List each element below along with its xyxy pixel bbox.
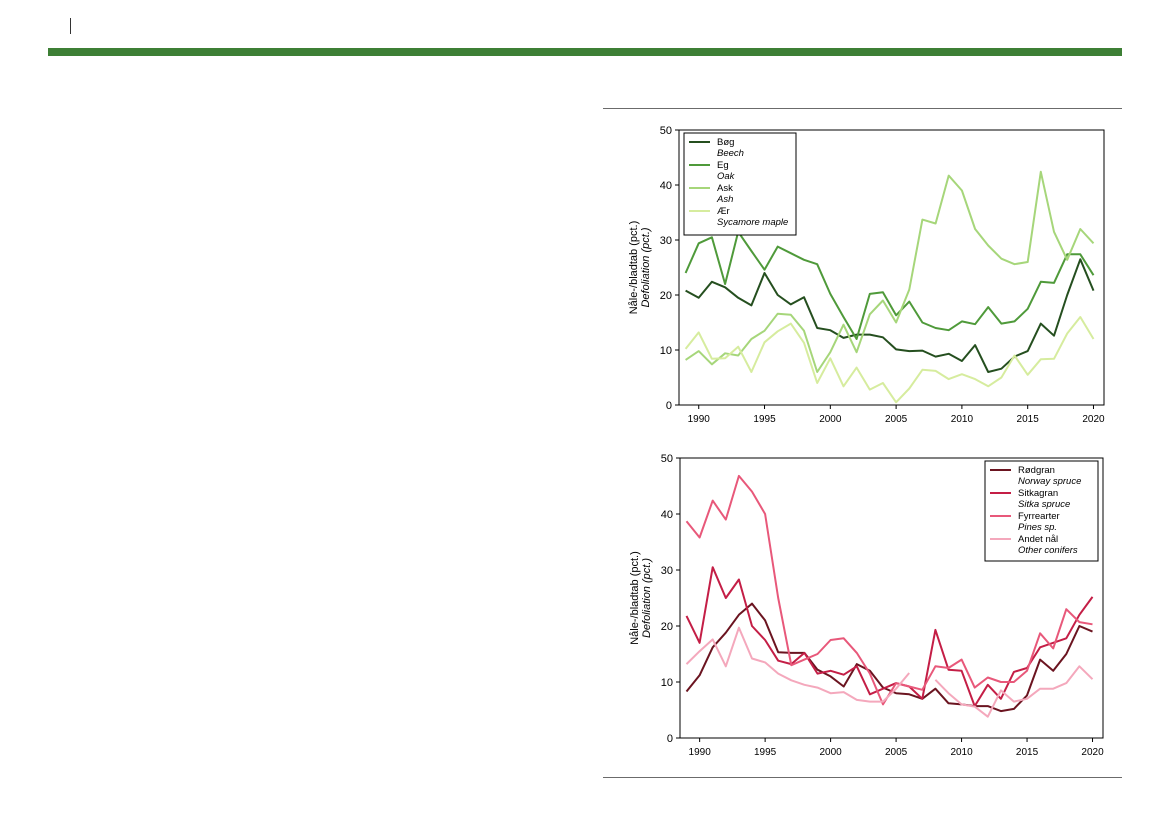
y-tick-label: 30 <box>660 235 672 247</box>
legend-label: Sitkagran <box>1018 488 1058 499</box>
y-tick-label: 50 <box>661 453 673 465</box>
y-tick-label: 20 <box>661 621 673 633</box>
y-tick-label: 0 <box>666 400 672 412</box>
x-tick-label: 2020 <box>1082 414 1105 425</box>
legend-label: Andet nål <box>1018 534 1058 545</box>
y-tick-label: 0 <box>667 733 673 745</box>
series-line-3 <box>685 170 1095 373</box>
series-line-2 <box>685 566 1094 708</box>
series-line-1 <box>685 602 1093 713</box>
y-tick-label: 50 <box>660 125 672 137</box>
legend-label-en: Sitka spruce <box>1018 499 1070 510</box>
legend-label: Eg <box>717 160 729 171</box>
legend-label-en: Oak <box>717 171 736 182</box>
series-line-4 <box>685 626 1094 718</box>
x-tick-label: 2010 <box>951 414 974 425</box>
series-line-4 <box>684 316 1095 404</box>
y-tick-label: 30 <box>661 565 673 577</box>
y-tick-label: 10 <box>660 345 672 357</box>
y-axis-label: Nåle-/bladtab (pct.) <box>628 221 640 315</box>
series-line-1 <box>685 258 1095 373</box>
legend-label: Fyrrearter <box>1018 511 1060 522</box>
x-tick-label: 1995 <box>753 414 776 425</box>
conifer-defoliation-chart: 0 10 20 30 40 50 1990 1995 2000 2005 2010 2015 2020 N… <box>629 453 1104 758</box>
legend-label-en: Ash <box>716 194 733 205</box>
legend-label-en: Pines sp. <box>1018 522 1057 533</box>
x-tick-label: 2005 <box>885 747 908 758</box>
header-bar <box>48 48 1122 56</box>
x-tick-label: 1990 <box>688 414 711 425</box>
legend-label-en: Norway spruce <box>1018 476 1081 487</box>
legend-label-en: Beech <box>717 148 744 159</box>
legend-label: Ask <box>717 183 733 194</box>
series-line-2 <box>684 230 1095 340</box>
legend-box <box>984 460 1099 562</box>
x-tick-label: 2015 <box>1016 747 1039 758</box>
legend-box <box>683 132 797 236</box>
y-axis-label-en: Defoliation (pct.) <box>640 227 652 307</box>
legend-label: Ær <box>717 206 730 217</box>
y-tick-label: 40 <box>661 509 673 521</box>
y-tick-label: 10 <box>661 677 673 689</box>
legend-label-en: Sycamore maple <box>717 217 788 228</box>
header-tick <box>70 18 71 34</box>
legend-label: Rødgran <box>1018 465 1055 476</box>
plot-frame <box>679 457 1104 739</box>
x-tick-label: 2000 <box>819 414 842 425</box>
x-tick-label: 1990 <box>689 747 712 758</box>
bottom-rule <box>603 777 1122 778</box>
y-tick-label: 40 <box>660 180 672 192</box>
y-axis-label: Nåle-/bladtab (pct.) <box>629 551 641 645</box>
x-tick-label: 2020 <box>1081 747 1104 758</box>
legend-label-en: Other conifers <box>1018 545 1078 556</box>
top-rule <box>603 108 1122 109</box>
x-tick-label: 2005 <box>885 414 908 425</box>
y-axis-label-en: Defoliation (pct.) <box>641 558 653 638</box>
x-tick-label: 1995 <box>754 747 777 758</box>
y-tick-label: 20 <box>660 290 672 302</box>
plot-frame <box>678 129 1105 406</box>
x-tick-label: 2010 <box>950 747 973 758</box>
x-tick-label: 2000 <box>819 747 842 758</box>
broadleaf-defoliation-chart: 0 10 20 30 40 50 1990 1995 2000 2005 2010 2015 2020 N… <box>628 125 1105 425</box>
x-tick-label: 2015 <box>1017 414 1040 425</box>
legend-label: Bøg <box>717 137 734 148</box>
